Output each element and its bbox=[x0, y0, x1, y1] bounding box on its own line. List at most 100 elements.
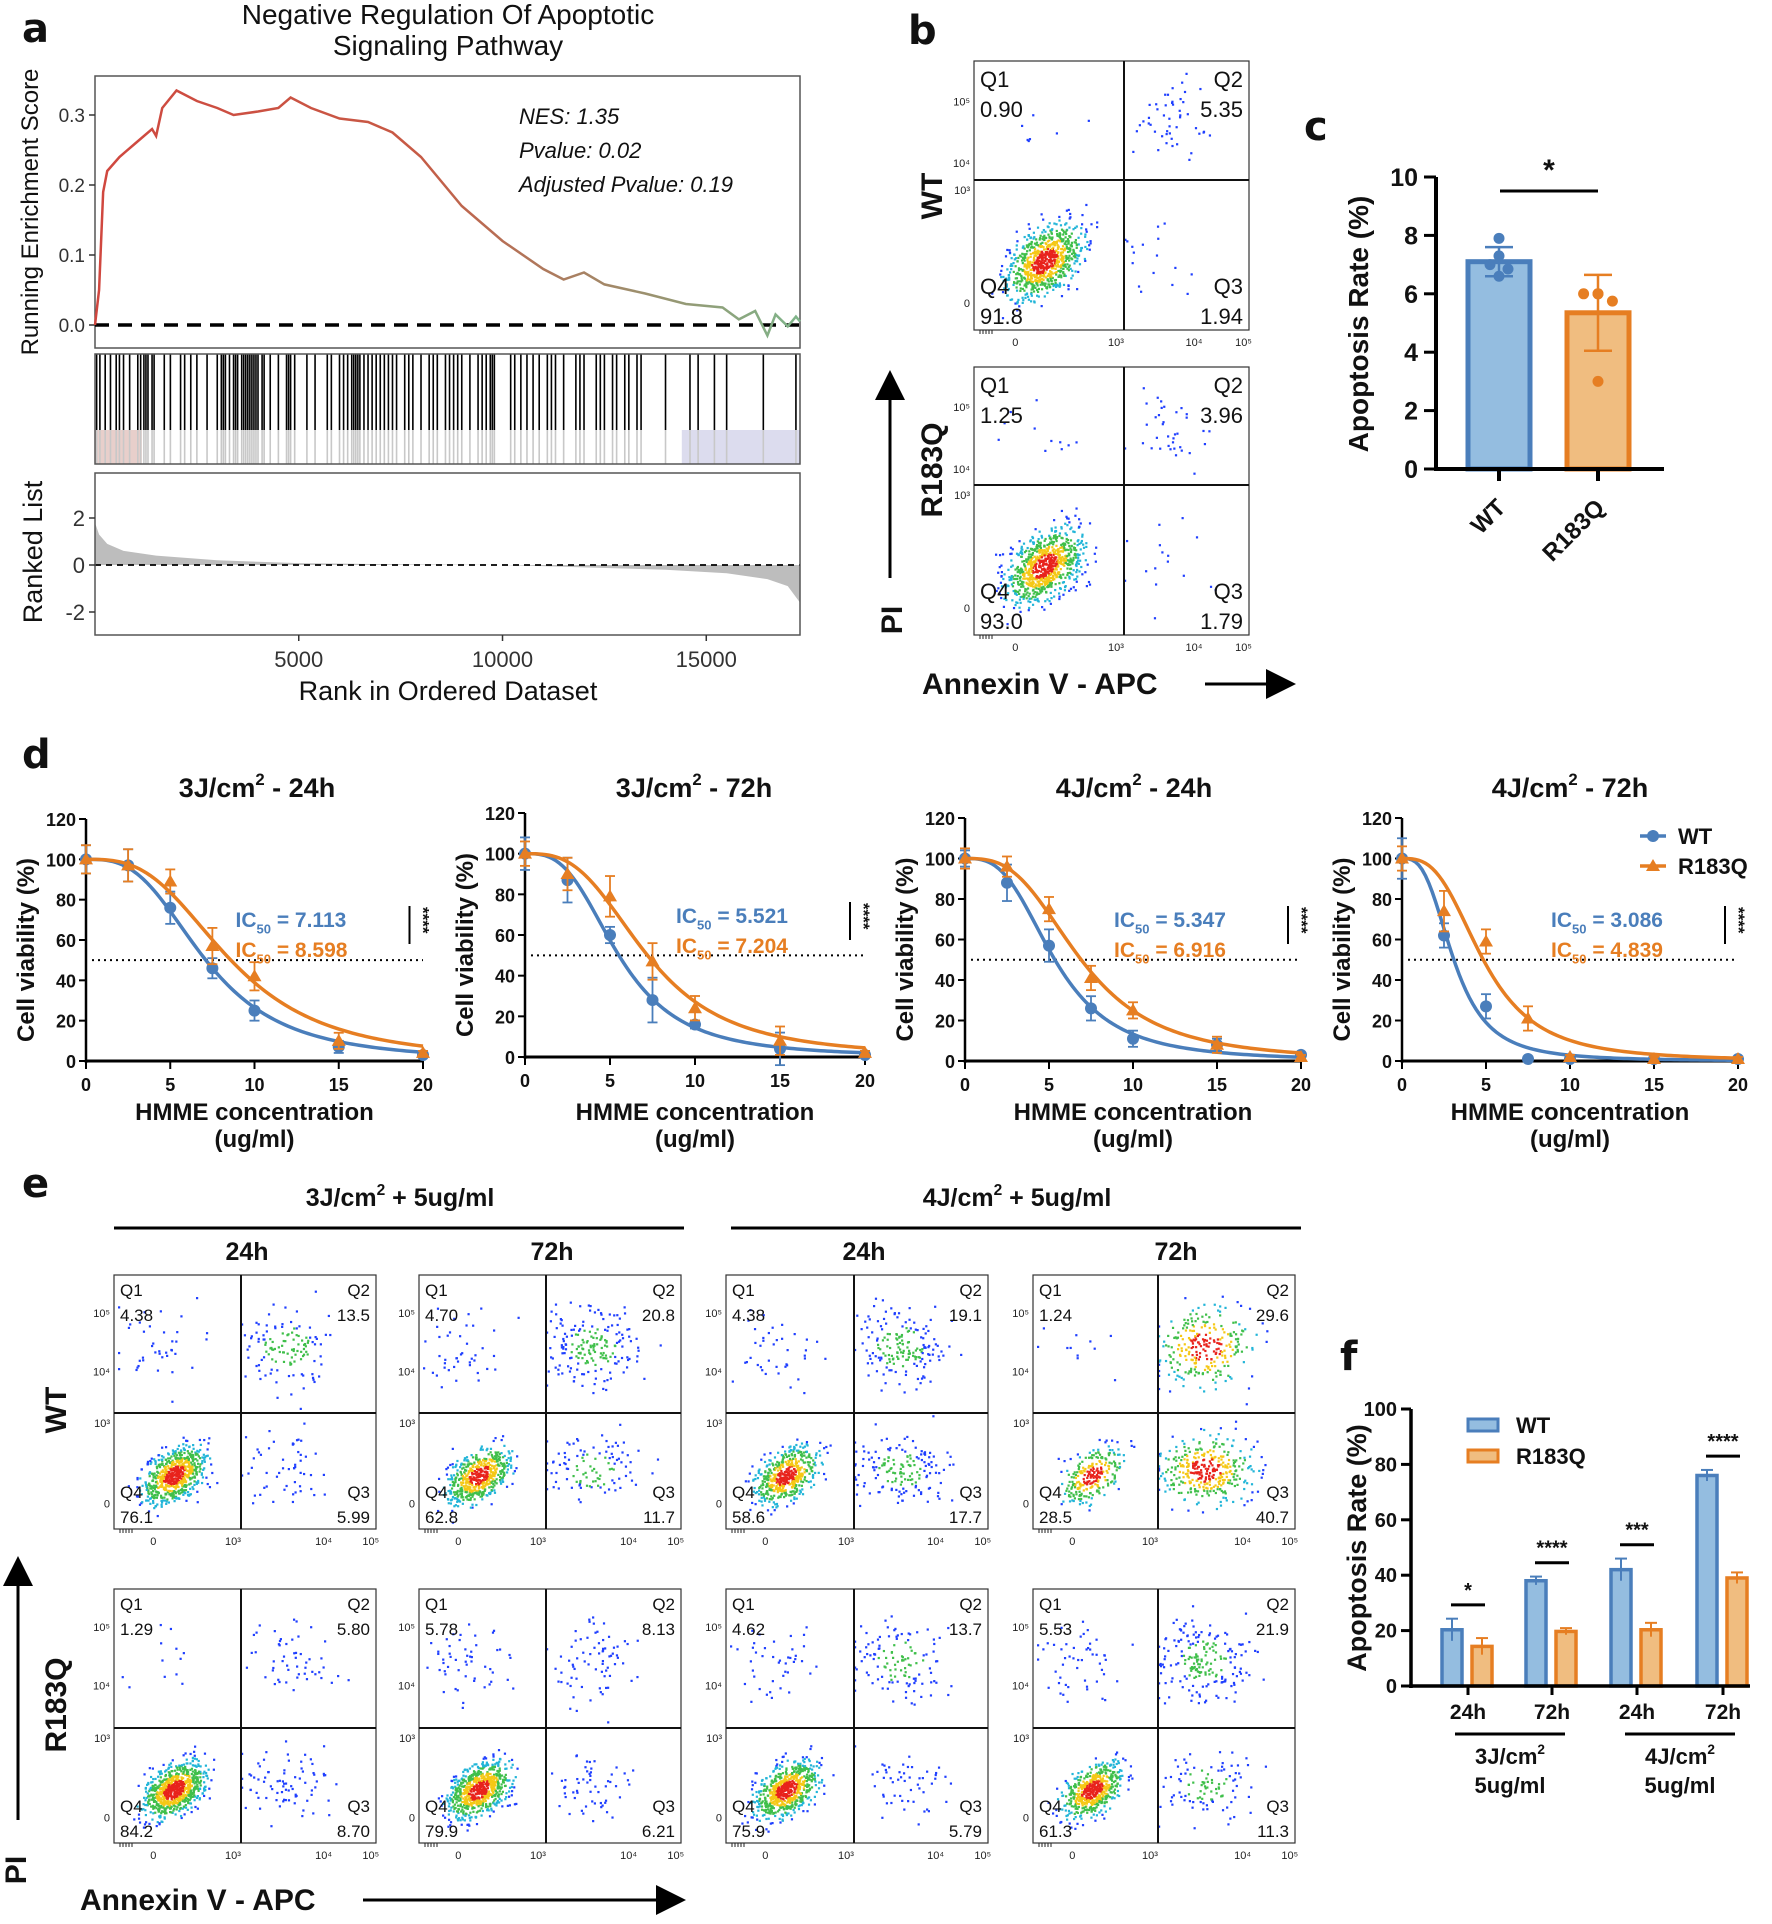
event-dot bbox=[1044, 537, 1047, 541]
event-dot bbox=[1067, 542, 1070, 545]
event-dot bbox=[1063, 589, 1067, 592]
event-dot bbox=[1055, 273, 1058, 276]
event-dot bbox=[149, 1484, 152, 1488]
event-dot bbox=[578, 1329, 581, 1332]
event-dot bbox=[617, 1457, 620, 1460]
event-dot bbox=[467, 1472, 470, 1475]
event-dot bbox=[782, 1484, 785, 1488]
event-dot bbox=[764, 1477, 767, 1480]
event-dot bbox=[621, 1451, 624, 1454]
event-dot bbox=[172, 1491, 175, 1495]
event-dot bbox=[171, 1340, 174, 1343]
event-dot bbox=[477, 1485, 481, 1488]
event-dot bbox=[167, 1459, 170, 1463]
event-dot bbox=[1168, 125, 1171, 128]
event-dot bbox=[183, 1489, 186, 1492]
event-dot bbox=[787, 1467, 790, 1470]
event-dot bbox=[1042, 585, 1045, 588]
event-dot bbox=[1004, 255, 1008, 258]
event-dot bbox=[180, 1450, 183, 1453]
event-dot bbox=[575, 1480, 578, 1483]
event-dot bbox=[127, 1326, 131, 1329]
event-dot bbox=[764, 1470, 767, 1473]
event-dot bbox=[197, 1450, 200, 1453]
event-dot bbox=[794, 1473, 797, 1476]
event-dot bbox=[790, 1476, 793, 1480]
event-dot bbox=[1016, 575, 1019, 578]
panel-label-e: e bbox=[22, 1161, 49, 1207]
event-dot bbox=[191, 1470, 194, 1473]
event-dot bbox=[464, 1472, 467, 1475]
event-dot bbox=[777, 1451, 780, 1454]
event-dot bbox=[154, 1493, 157, 1497]
event-dot bbox=[155, 1474, 158, 1477]
event-dot bbox=[1043, 295, 1046, 298]
event-dot bbox=[1037, 256, 1041, 259]
event-dot bbox=[590, 1486, 593, 1489]
event-dot bbox=[1065, 548, 1068, 551]
event-dot bbox=[178, 1481, 181, 1484]
event-dot bbox=[997, 571, 1000, 574]
event-dot bbox=[900, 1333, 904, 1337]
event-dot bbox=[469, 1462, 472, 1465]
event-dot bbox=[262, 1338, 265, 1341]
event-dot bbox=[286, 1334, 289, 1337]
event-dot bbox=[1029, 300, 1033, 303]
event-dot bbox=[585, 1484, 589, 1487]
event-dot bbox=[145, 1488, 148, 1492]
event-dot bbox=[1066, 517, 1069, 520]
event-dot bbox=[1014, 277, 1017, 280]
event-dot bbox=[1055, 556, 1058, 559]
event-dot bbox=[158, 1472, 162, 1475]
event-dot bbox=[1027, 298, 1031, 301]
event-dot bbox=[303, 1342, 307, 1346]
event-dot bbox=[495, 1482, 498, 1485]
event-dot bbox=[1154, 567, 1157, 570]
event-dot bbox=[1022, 299, 1025, 302]
event-dot bbox=[250, 1466, 253, 1469]
significance-label: **** bbox=[1729, 907, 1748, 934]
event-dot bbox=[792, 1450, 795, 1453]
event-dot bbox=[137, 1364, 140, 1368]
event-dot bbox=[1042, 218, 1045, 221]
event-dot bbox=[287, 1468, 290, 1471]
event-dot bbox=[487, 1478, 490, 1481]
event-dot bbox=[1007, 568, 1010, 571]
event-dot bbox=[577, 1362, 580, 1365]
event-dot bbox=[187, 1452, 190, 1455]
event-dot bbox=[139, 1477, 142, 1480]
event-dot bbox=[807, 1455, 810, 1458]
ic50-label-r183q-main: IC bbox=[1114, 939, 1135, 962]
event-dot bbox=[787, 1469, 790, 1472]
y-tick-label: 10 bbox=[1390, 164, 1418, 192]
event-dot bbox=[481, 1469, 484, 1472]
event-dot bbox=[1026, 259, 1029, 262]
event-dot bbox=[589, 1465, 592, 1468]
event-dot bbox=[609, 1377, 612, 1380]
event-dot bbox=[1078, 263, 1082, 266]
event-dot bbox=[1038, 276, 1042, 279]
event-dot bbox=[1042, 273, 1046, 277]
event-dot bbox=[1055, 132, 1059, 135]
event-dot bbox=[1000, 585, 1004, 588]
event-dot bbox=[146, 1495, 149, 1498]
ic50-label-wt-main: IC bbox=[236, 909, 257, 932]
event-dot bbox=[1161, 423, 1164, 426]
event-dot bbox=[1040, 588, 1043, 591]
event-dot bbox=[257, 1451, 261, 1454]
x-tick-label: WT bbox=[1466, 494, 1512, 540]
event-dot bbox=[1027, 256, 1030, 259]
event-dot bbox=[1032, 258, 1036, 261]
event-dot bbox=[177, 1451, 180, 1454]
event-dot bbox=[477, 1468, 480, 1471]
event-dot bbox=[461, 1490, 464, 1493]
event-dot bbox=[164, 1493, 167, 1496]
event-dot bbox=[1174, 454, 1178, 457]
event-dot bbox=[1028, 249, 1031, 252]
event-dot bbox=[161, 1462, 164, 1466]
column-header: 24h bbox=[225, 1238, 268, 1266]
event-dot bbox=[166, 1498, 169, 1501]
event-dot bbox=[185, 1475, 188, 1478]
event-dot bbox=[762, 1493, 765, 1496]
event-dot bbox=[789, 1457, 792, 1461]
